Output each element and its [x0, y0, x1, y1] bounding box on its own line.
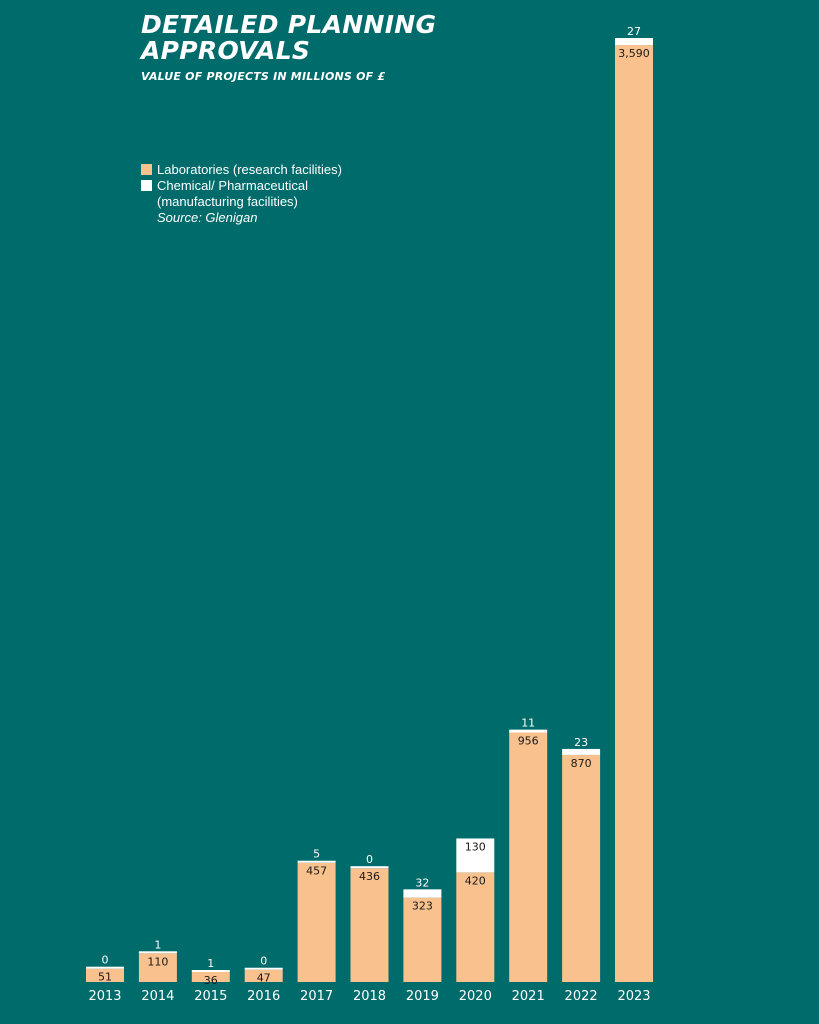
bar-chem-2015	[191, 970, 230, 972]
label-chem-2013: 0	[102, 954, 109, 967]
label-chem-2016: 0	[260, 955, 267, 968]
label-chem-2023: 27	[627, 25, 641, 38]
bar-chem-2013	[86, 966, 124, 969]
chart-title: DETAILED PLANNING APPROVALS	[141, 10, 437, 65]
bar-labs-2014	[138, 953, 177, 982]
bar-chem-2020	[456, 838, 495, 873]
source-note: Source: Glenigan	[157, 210, 258, 225]
label-labs-2017: 457	[306, 865, 327, 878]
label-labs-2020: 420	[465, 874, 486, 887]
label-chem-2022: 23	[574, 736, 588, 749]
bar-labs-2013	[86, 968, 124, 982]
legend: Laboratories (research facilities) Chemi…	[141, 162, 342, 226]
bar-labs-2023	[615, 45, 653, 982]
x-tick-2023: 2023	[617, 989, 650, 1004]
x-tick-2020: 2020	[459, 989, 492, 1004]
bar-chem-2014	[138, 951, 177, 954]
label-labs-2014: 110	[147, 955, 168, 968]
x-tick-2014: 2014	[141, 989, 174, 1004]
label-chem-2019: 32	[415, 876, 429, 889]
legend-item-chem: Chemical/ Pharmaceutical (manufacturing …	[141, 178, 342, 210]
legend-label-labs: Laboratories (research facilities)	[157, 162, 342, 177]
bar-labs-2022	[562, 754, 601, 982]
bar-chem-2017	[297, 860, 336, 863]
x-tick-2016: 2016	[247, 989, 280, 1004]
x-tick-2015: 2015	[194, 989, 227, 1004]
bar-chem-2022	[562, 748, 601, 755]
x-tick-2021: 2021	[512, 989, 545, 1004]
label-chem-2021: 11	[521, 717, 535, 730]
bar-chem-2016	[244, 967, 283, 970]
label-chem-2018: 0	[366, 853, 373, 866]
label-labs-2022: 870	[571, 757, 592, 770]
legend-swatch-labs	[141, 164, 152, 175]
label-chem-2015: 1	[207, 957, 214, 970]
x-tick-2018: 2018	[353, 989, 386, 1004]
x-tick-2019: 2019	[406, 989, 439, 1004]
legend-label-chem: Chemical/ Pharmaceutical (manufacturing …	[157, 178, 309, 209]
bar-chem-2021	[509, 729, 548, 733]
chart-subtitle: VALUE OF PROJECTS IN MILLIONS OF £	[141, 70, 386, 83]
label-chem-2014: 1	[154, 938, 161, 951]
legend-swatch-chem	[141, 180, 152, 191]
bar-chem-2018	[350, 866, 389, 869]
bar-chem-2023	[615, 38, 653, 46]
bar-chem-2019	[403, 889, 442, 898]
x-tick-2022: 2022	[565, 989, 598, 1004]
label-labs-2021: 956	[518, 734, 539, 747]
label-labs-2016: 47	[257, 972, 271, 985]
label-chem-2020: 130	[465, 840, 486, 853]
bar-labs-2020	[456, 872, 495, 982]
bar-labs-2021	[509, 732, 548, 982]
bar-labs-2016	[244, 969, 283, 982]
bar-labs-2018	[350, 868, 389, 982]
label-labs-2018: 436	[359, 870, 380, 883]
x-tick-2017: 2017	[300, 989, 333, 1004]
x-tick-2013: 2013	[88, 989, 121, 1004]
label-chem-2017: 5	[313, 848, 320, 861]
label-labs-2019: 323	[412, 900, 433, 913]
bar-labs-2015	[191, 972, 230, 982]
label-labs-2013: 51	[98, 971, 112, 984]
label-labs-2015: 36	[204, 974, 218, 987]
bar-labs-2017	[297, 862, 336, 982]
legend-item-labs: Laboratories (research facilities)	[141, 162, 342, 178]
bar-labs-2019	[403, 897, 442, 982]
label-labs-2023: 3,590	[618, 47, 650, 60]
